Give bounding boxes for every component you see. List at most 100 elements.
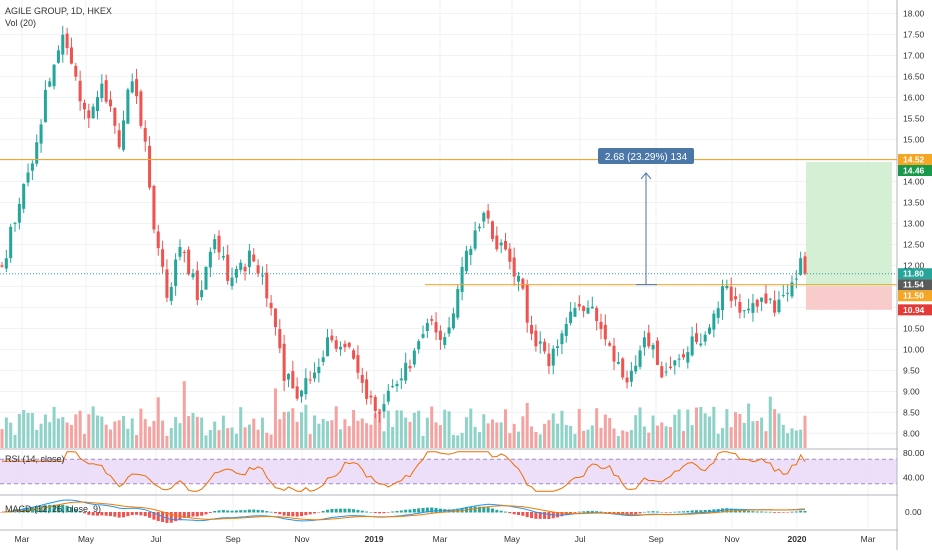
volume-bar-79 — [343, 419, 347, 448]
volume-bar-165 — [716, 433, 720, 448]
volume-bar-96 — [417, 410, 421, 448]
price-tick-6: 15.00 — [903, 134, 925, 144]
candle-body-24 — [104, 80, 108, 102]
volume-bar-58 — [252, 418, 256, 448]
stop-badge — [898, 304, 932, 316]
macd-hist-121 — [525, 512, 529, 518]
candle-body-70 — [304, 378, 308, 395]
volume-bar-12 — [52, 406, 56, 448]
candle-body-58 — [252, 254, 256, 262]
macd-hist-92 — [399, 510, 403, 513]
volume-bar-80 — [347, 426, 351, 448]
volume-bar-19 — [82, 434, 86, 448]
macd-hist-79 — [343, 508, 347, 513]
volume-bars — [0, 381, 807, 448]
candle-body-93 — [404, 362, 408, 381]
macd-hist-115 — [499, 510, 503, 513]
candle-body-3 — [13, 223, 17, 225]
candle-body-23 — [100, 83, 104, 99]
macd-hist-61 — [265, 511, 269, 513]
stop-zone[interactable] — [806, 286, 892, 310]
candle-body-179 — [777, 299, 781, 313]
macd-hist-151 — [655, 511, 659, 513]
candle-body-131 — [569, 311, 573, 324]
macd-hist-179 — [777, 512, 781, 513]
volume-bar-57 — [247, 424, 251, 448]
macd-hist-21 — [91, 512, 95, 516]
candle-body-59 — [256, 265, 260, 274]
macd-hist-159 — [690, 510, 694, 513]
price-tick-15: 10.50 — [903, 323, 925, 333]
volume-bar-22 — [95, 415, 100, 448]
volume-bar-127 — [551, 413, 555, 448]
volume-bar-130 — [564, 424, 568, 448]
macd-hist-18 — [78, 511, 82, 513]
macd-hist-184 — [799, 510, 803, 513]
volume-bar-137 — [595, 408, 599, 448]
volume-bar-6 — [26, 413, 30, 448]
volume-bar-102 — [443, 409, 447, 448]
volume-bar-168 — [729, 427, 733, 448]
volume-bar-151 — [655, 425, 659, 448]
candle-body-65 — [282, 343, 286, 381]
volume-bar-111 — [482, 414, 486, 448]
candle-body-82 — [356, 355, 360, 373]
candle-body-122 — [530, 324, 534, 334]
measure-tool[interactable]: 2.68 (23.29%) 134 — [598, 148, 694, 286]
candle-body-45 — [195, 270, 199, 301]
rsi-pane[interactable] — [0, 451, 897, 492]
volume-bar-17 — [74, 414, 78, 448]
volume-bar-103 — [447, 411, 451, 448]
target-zone[interactable] — [806, 162, 892, 287]
candle-body-35 — [152, 185, 156, 230]
candle-body-138 — [599, 321, 603, 330]
macd-pane[interactable] — [0, 499, 807, 523]
entry-badge-label: 11.50 — [903, 291, 924, 301]
macd-hist-160 — [694, 510, 698, 513]
price-tick-11: 12.50 — [903, 239, 925, 249]
candle-body-4 — [17, 203, 21, 223]
volume-bar-55 — [239, 407, 243, 448]
candle-body-143 — [621, 358, 625, 378]
volume-bar-125 — [543, 423, 547, 448]
candle-body-102 — [443, 337, 447, 345]
macd-hist-176 — [764, 511, 768, 513]
candle-body-39 — [169, 287, 173, 301]
volume-bar-128 — [556, 423, 560, 448]
candle-body-18 — [78, 80, 82, 102]
macd-hist-28 — [122, 512, 126, 518]
candle-body-98 — [425, 323, 429, 332]
macd-hist-104 — [451, 509, 455, 513]
macd-hist-135 — [586, 511, 590, 513]
macd-hist-47 — [204, 512, 208, 515]
macd-hist-131 — [569, 512, 573, 514]
candle-body-116 — [503, 240, 508, 250]
volume-bar-60 — [260, 417, 264, 448]
candle-body-8 — [35, 142, 39, 164]
volume-bar-15 — [65, 422, 69, 448]
candle-body-174 — [755, 299, 759, 307]
price-tick-12: 12.00 — [903, 260, 925, 270]
macd-hist-23 — [100, 512, 104, 516]
macd-hist-70 — [304, 512, 308, 516]
volume-bar-100 — [434, 422, 438, 448]
volume-bar-42 — [182, 381, 186, 448]
candle-body-177 — [768, 298, 772, 300]
volume-bar-95 — [412, 412, 416, 448]
volume-bar-133 — [577, 408, 581, 448]
macd-hist-85 — [369, 511, 373, 513]
macd-hist-81 — [352, 509, 356, 513]
candle-body-17 — [74, 65, 78, 77]
candle-body-114 — [495, 235, 499, 250]
volume-bar-152 — [660, 422, 664, 448]
volume-bar-59 — [256, 429, 260, 448]
volume-bar-31 — [135, 435, 139, 448]
time-label-8: Jul — [575, 534, 586, 544]
volume-bar-43 — [187, 416, 191, 448]
time-axis[interactable]: Mar May Jul Sep Nov 2019 Mar May Jul Sep Nov 2020 Ma… — [15, 534, 876, 544]
volume-bar-170 — [738, 413, 742, 448]
candle-body-73 — [317, 366, 321, 374]
macd-hist-177 — [768, 511, 772, 513]
